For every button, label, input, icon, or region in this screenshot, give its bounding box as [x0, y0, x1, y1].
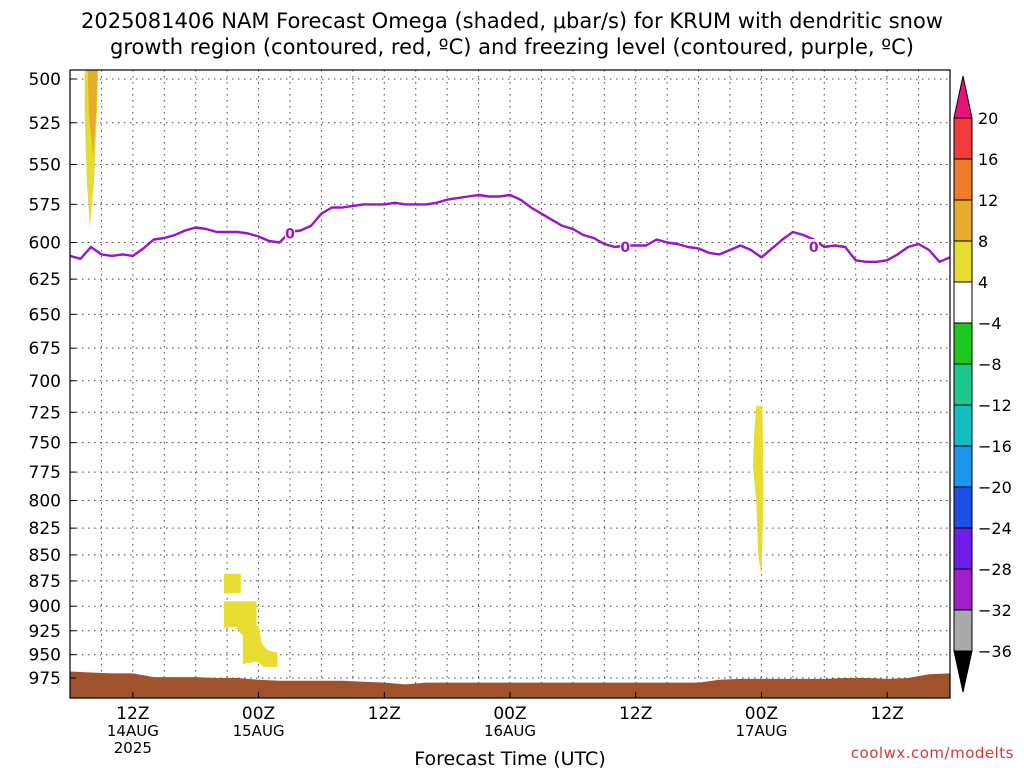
- colorbar-label: −20: [978, 478, 1012, 497]
- freezing-level-label-bg: [620, 239, 631, 255]
- colorbar-label: −36: [978, 642, 1012, 661]
- omega-region: [87, 70, 98, 157]
- x-tick-label: 17AUG: [735, 722, 787, 740]
- colorbar-swatch: [953, 609, 973, 652]
- y-tick-label: 725: [29, 403, 61, 423]
- colorbar-swatch: [953, 445, 973, 488]
- freezing-level-line: [69, 193, 951, 263]
- y-tick-label: 650: [29, 305, 61, 325]
- y-tick-label: 875: [29, 572, 61, 592]
- y-tick-label: 500: [29, 70, 61, 90]
- x-tick-label: 14AUG: [107, 722, 159, 740]
- y-tick-label: 750: [29, 434, 61, 454]
- colorbar-label: 20: [978, 109, 998, 128]
- colorbar-swatch: [953, 199, 973, 242]
- colorbar-swatch: [953, 486, 973, 529]
- colorbar-label: −8: [978, 355, 1002, 374]
- y-tick-label: 550: [29, 155, 61, 175]
- colorbar-label: −32: [978, 601, 1012, 620]
- omega-shaded-regions: [84, 70, 764, 667]
- ground-terrain: [70, 671, 950, 698]
- colorbar-over-triangle: [953, 75, 973, 119]
- freezing-level-label: 0: [285, 227, 295, 243]
- omega-region: [224, 601, 278, 667]
- x-tick-label: 16AUG: [484, 722, 536, 740]
- colorbar-label: −24: [978, 519, 1012, 538]
- freezing-level-contour: 0 0 0: [69, 193, 951, 263]
- colorbar-label: 8: [978, 232, 988, 251]
- x-tick-label: 00Z: [493, 704, 526, 724]
- grid-lines: [70, 70, 950, 698]
- y-tick-label: 825: [29, 519, 61, 539]
- colorbar-swatch: [953, 158, 973, 201]
- x-axis-title: Forecast Time (UTC): [414, 748, 605, 768]
- colorbar-swatch: [953, 527, 973, 570]
- y-tick-label: 925: [29, 622, 61, 642]
- x-tick-label: 15AUG: [233, 722, 285, 740]
- colorbar-swatch: [953, 117, 973, 160]
- ground-terrain-fill: [70, 671, 950, 698]
- y-tick-label: 775: [29, 463, 61, 483]
- colorbar-label: 4: [978, 273, 988, 292]
- freezing-level-label: 0: [809, 240, 819, 256]
- y-tick-label: 975: [29, 669, 61, 689]
- chart-title-line-1: 2025081406 NAM Forecast Omega (shaded, μ…: [80, 9, 943, 33]
- y-tick-label: 950: [29, 646, 61, 666]
- colorbar-label: −28: [978, 560, 1012, 579]
- colorbar-swatch: [953, 404, 973, 447]
- y-tick-label: 625: [29, 270, 61, 290]
- colorbar-label: 16: [978, 150, 998, 169]
- omega-region: [224, 573, 241, 594]
- chart-title-line-2: growth region (contoured, red, ºC) and f…: [110, 35, 914, 59]
- freezing-level-label: 0: [620, 240, 630, 256]
- colorbar-swatch: [953, 568, 973, 611]
- y-tick-label: 800: [29, 492, 61, 512]
- y-tick-label: 700: [29, 372, 61, 392]
- x-tick-label: 12Z: [116, 704, 149, 724]
- colorbar-label: −16: [978, 437, 1012, 456]
- y-tick-label: 850: [29, 546, 61, 566]
- x-tick-label: 00Z: [242, 704, 275, 724]
- x-tick-label: 00Z: [745, 704, 778, 724]
- colorbar-swatch: [953, 281, 973, 324]
- colorbar-swatch: [953, 240, 973, 283]
- colorbar-label: −12: [978, 396, 1012, 415]
- y-tick-label: 525: [29, 114, 61, 134]
- x-tick-label: 2025: [114, 739, 152, 757]
- x-tick-label: 12Z: [619, 704, 652, 724]
- x-tick-label: 12Z: [871, 704, 904, 724]
- colorbar-swatch: [953, 322, 973, 365]
- colorbar-label: 12: [978, 191, 998, 210]
- y-tick-label: 575: [29, 195, 61, 215]
- omega-region: [753, 406, 764, 576]
- y-tick-label: 675: [29, 339, 61, 359]
- colorbar: 20 16 12 8 4 −4 −8 −12 −16 −20 −24 −28 −32 −36: [953, 75, 1012, 693]
- source-watermark: coolwx.com/modelts: [850, 744, 1014, 762]
- colorbar-under-triangle: [953, 650, 973, 693]
- y-axis-ticks: 500 525 550 575 600 625 650 675 700 725 750 775 800 8…: [29, 70, 76, 689]
- colorbar-label: −4: [978, 314, 1002, 333]
- x-tick-label: 12Z: [368, 704, 401, 724]
- freezing-level-label-bg: [808, 239, 819, 255]
- colorbar-swatch: [953, 363, 973, 406]
- y-tick-label: 900: [29, 597, 61, 617]
- y-tick-label: 600: [29, 234, 61, 254]
- freezing-level-label-bg: [285, 225, 295, 241]
